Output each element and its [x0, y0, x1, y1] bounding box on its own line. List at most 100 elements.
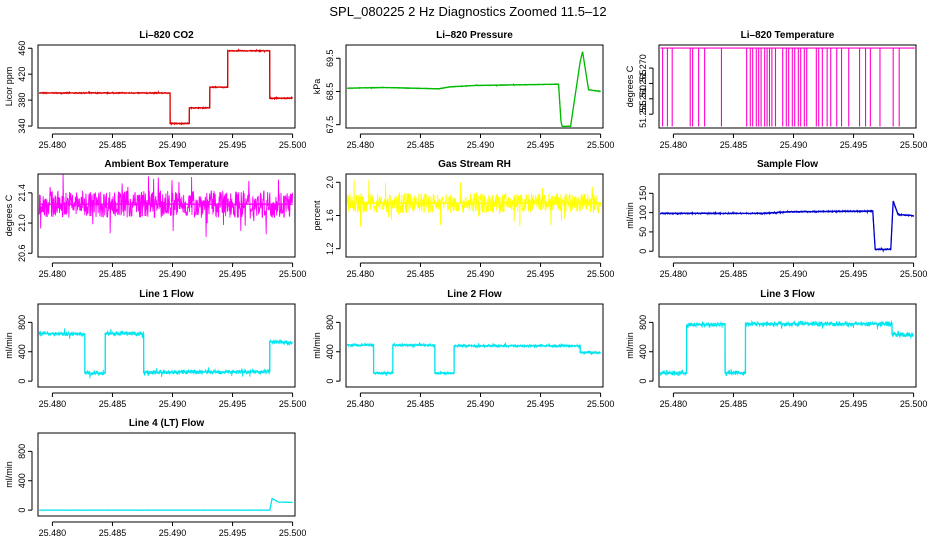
chart-panel-8: Line 2 Flow ml/min 25.480 25.485 25.490 25.49…: [312, 289, 614, 409]
x-tick-label: 25.500: [900, 399, 928, 409]
y-tick-label: 340: [17, 119, 27, 134]
x-tick-label: 25.480: [660, 399, 688, 409]
series-step: [39, 332, 293, 374]
y-tick-label: 420: [17, 67, 27, 82]
x-tick-label: 25.495: [840, 399, 868, 409]
series-line: [659, 201, 915, 253]
y-tick-label: 1.6: [325, 209, 335, 222]
series-step: [660, 323, 914, 374]
y-tick-label: 400: [325, 344, 335, 359]
y-tick-label: 150: [638, 186, 648, 201]
y-tick-label: 0: [638, 379, 648, 384]
x-tick-label: 25.500: [587, 269, 615, 279]
y-axis: 340 380 420 460: [17, 41, 33, 134]
chart-panel-9: Line 3 Flow ml/min 25.480 25.485 25.490 25.49…: [625, 289, 927, 409]
y-axis-label: ml/min: [4, 461, 14, 488]
series-line: [38, 328, 293, 379]
x-tick-label: 25.485: [407, 399, 435, 409]
x-tick-label: 25.480: [39, 399, 67, 409]
x-tick-label: 25.495: [219, 399, 247, 409]
x-tick-label: 25.485: [99, 528, 127, 538]
y-tick-label: 0: [325, 379, 335, 384]
x-tick-label: 25.495: [219, 269, 247, 279]
panel-title: Sample Flow: [757, 159, 818, 170]
x-tick-label: 25.490: [780, 140, 808, 150]
plot-frame: [658, 44, 917, 129]
y-axis-label: ml/min: [312, 332, 322, 359]
x-tick-label: 25.495: [219, 528, 247, 538]
y-tick-label: 0: [17, 508, 27, 513]
plot-frame: [345, 173, 604, 258]
x-tick-label: 25.485: [720, 140, 748, 150]
x-tick-label: 25.480: [347, 140, 375, 150]
series-step: [39, 497, 293, 511]
y-axis-label: Licor ppm: [4, 67, 14, 107]
series-line: [39, 497, 293, 512]
y-tick-label: 21.0: [17, 214, 27, 232]
series-line: [346, 342, 602, 376]
x-tick-label: 25.485: [407, 140, 435, 150]
y-tick-label: 0: [17, 379, 27, 384]
y-tick-label: 67.5: [325, 116, 335, 134]
x-axis: 25.480 25.485 25.490 25.495 25.500: [347, 262, 615, 279]
plot-frame: [345, 44, 604, 129]
x-tick-label: 25.495: [527, 140, 555, 150]
plot-frame: [37, 44, 296, 129]
y-tick-label: 51.265: [638, 70, 648, 98]
x-tick-label: 25.485: [720, 269, 748, 279]
plot-frame: [37, 173, 296, 258]
y-axis: 0 400 800: [17, 315, 33, 384]
plot-frame: [37, 432, 296, 517]
series-step: [347, 344, 601, 374]
x-tick-label: 25.495: [527, 399, 555, 409]
y-tick-label: 20.6: [17, 244, 27, 262]
y-axis: 0 400 800: [638, 315, 654, 384]
x-tick-label: 25.485: [99, 399, 127, 409]
y-axis: 0 400 800: [17, 444, 33, 513]
x-tick-label: 25.490: [780, 399, 808, 409]
x-tick-label: 25.490: [467, 269, 495, 279]
chart-panel-6: Sample Flow ml/min 25.480 25.485 25.490 25.49…: [625, 159, 927, 279]
x-tick-label: 25.490: [780, 269, 808, 279]
x-tick-label: 25.480: [660, 140, 688, 150]
panel-title: Line 1 Flow: [139, 289, 194, 300]
panel-title: Ambient Box Temperature: [104, 159, 229, 170]
x-tick-label: 25.480: [39, 140, 67, 150]
x-tick-label: 25.490: [159, 140, 187, 150]
y-axis-label: percent: [312, 200, 322, 231]
panel-title: Gas Stream RH: [438, 159, 511, 170]
y-tick-label: 21.4: [17, 184, 27, 202]
x-axis: 25.480 25.485 25.490 25.495 25.500: [660, 262, 927, 279]
x-tick-label: 25.500: [587, 140, 615, 150]
y-tick-label: 400: [17, 473, 27, 488]
y-axis-label: ml/min: [625, 202, 635, 229]
series-line: [659, 319, 914, 377]
y-tick-label: 50: [638, 227, 648, 237]
x-tick-label: 25.480: [660, 269, 688, 279]
x-tick-label: 25.500: [279, 399, 307, 409]
y-tick-label: 800: [638, 315, 648, 330]
chart-panel-7: Line 1 Flow ml/min 25.480 25.485 25.490 25.49…: [4, 289, 306, 409]
y-tick-label: 68.5: [325, 83, 335, 101]
x-tick-label: 25.490: [467, 399, 495, 409]
x-axis: 25.480 25.485 25.490 25.495 25.500: [347, 392, 614, 409]
y-tick-label: 400: [638, 344, 648, 359]
x-axis: 25.480 25.485 25.490 25.495 25.500: [660, 133, 927, 150]
y-tick-label: 2.0: [325, 176, 335, 189]
y-tick-label: 51.255: [638, 100, 648, 128]
y-tick-label: 400: [17, 344, 27, 359]
x-tick-label: 25.495: [527, 269, 555, 279]
x-axis: 25.480 25.485 25.490 25.495 25.500: [39, 392, 307, 409]
plot-frame: [345, 303, 604, 388]
y-tick-label: 51.260: [638, 85, 648, 113]
y-tick-label: 69.5: [325, 50, 335, 68]
y-axis: 0 400 800: [325, 315, 341, 384]
x-tick-label: 25.485: [407, 269, 435, 279]
x-tick-label: 25.490: [159, 269, 187, 279]
x-tick-label: 25.500: [279, 528, 307, 538]
